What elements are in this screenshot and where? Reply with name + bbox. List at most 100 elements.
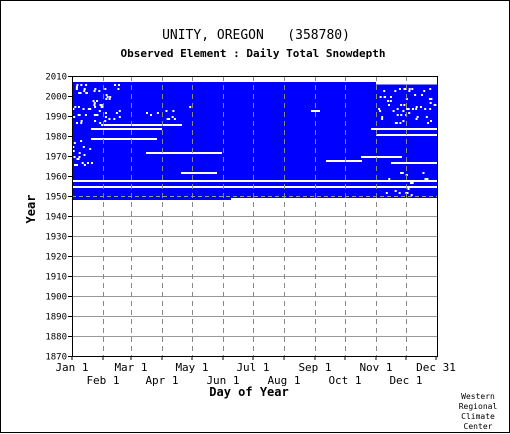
missing-day — [414, 94, 417, 96]
plot-border — [72, 76, 438, 357]
y-tick-label: 1950 — [45, 193, 67, 203]
credit-line: Center — [464, 422, 493, 431]
missing-day — [82, 108, 85, 110]
missing-day — [425, 180, 428, 182]
x-tick-label: Jun 1 — [206, 374, 239, 387]
missing-day — [89, 148, 92, 150]
missing-day — [403, 104, 406, 106]
x-tick-label: May 1 — [175, 361, 208, 374]
missing-day — [117, 88, 120, 90]
missing-day — [92, 100, 95, 102]
y-tick-label: 1990 — [45, 113, 67, 123]
missing-day — [85, 92, 88, 94]
x-tick-label: Jan 1 — [55, 361, 88, 374]
missing-day — [387, 186, 390, 188]
missing-day — [104, 120, 107, 122]
missing-day — [118, 110, 121, 112]
missing-day — [399, 186, 402, 188]
missing-day — [94, 106, 97, 108]
missing-day — [108, 118, 111, 120]
missing-day — [419, 106, 422, 108]
y-tick-label: 1880 — [45, 333, 67, 343]
missing-day — [72, 108, 75, 110]
missing-day — [79, 92, 82, 94]
missing-day — [401, 172, 404, 174]
no-data-trim — [231, 198, 437, 201]
missing-day — [87, 108, 90, 110]
missing-day — [381, 116, 384, 118]
credit-line: Climate — [461, 412, 495, 421]
missing-day — [80, 122, 83, 124]
missing-day — [429, 88, 432, 90]
missing-data-gap — [326, 160, 362, 162]
missing-day — [77, 158, 80, 160]
missing-day — [96, 114, 99, 116]
missing-day — [398, 192, 401, 194]
missing-day — [72, 146, 75, 148]
y-tick-label: 1890 — [45, 313, 67, 323]
missing-day — [426, 178, 429, 180]
missing-day — [411, 108, 414, 110]
missing-day — [80, 120, 83, 122]
missing-day — [80, 84, 83, 86]
missing-day — [408, 90, 411, 92]
missing-day — [394, 190, 397, 192]
x-tick-label: Jul 1 — [236, 361, 269, 374]
missing-day — [94, 120, 97, 122]
missing-day — [115, 112, 118, 114]
missing-day — [98, 110, 101, 112]
missing-day — [422, 172, 425, 174]
missing-day — [83, 164, 86, 166]
missing-day — [411, 88, 414, 90]
missing-data-gap — [371, 128, 437, 130]
missing-day — [93, 90, 96, 92]
missing-day — [166, 118, 169, 120]
missing-day — [76, 122, 79, 124]
missing-day — [392, 110, 395, 112]
x-axis-label: Day of Year — [209, 385, 288, 399]
missing-data-gap — [391, 162, 437, 164]
missing-day — [78, 114, 81, 116]
missing-day — [84, 114, 87, 116]
missing-day — [73, 116, 76, 118]
x-tick-label: Feb 1 — [86, 374, 119, 387]
y-axis-label: Year — [24, 195, 38, 224]
missing-day — [76, 158, 79, 160]
missing-day — [433, 104, 436, 106]
missing-day — [396, 180, 399, 182]
y-tick-label: 1970 — [45, 153, 67, 163]
missing-day — [81, 162, 84, 164]
missing-day — [104, 112, 107, 114]
missing-day — [425, 116, 428, 118]
y-tick-label: 1980 — [45, 133, 67, 143]
missing-day — [430, 98, 433, 100]
missing-day — [83, 90, 86, 92]
x-tick-label: Dec 1 — [389, 374, 422, 387]
missing-day — [109, 96, 112, 98]
x-tick-label: Sep 1 — [298, 361, 331, 374]
missing-day — [388, 178, 391, 180]
missing-data-gap — [361, 156, 402, 158]
missing-day — [378, 108, 381, 110]
missing-day — [78, 92, 81, 94]
missing-day — [415, 118, 418, 120]
missing-day — [77, 114, 80, 116]
missing-day — [430, 120, 433, 122]
x-tick-label: Aug 1 — [267, 374, 300, 387]
y-tick-label: 2000 — [45, 93, 67, 103]
missing-day — [429, 186, 432, 188]
x-tick-label: Oct 1 — [328, 374, 361, 387]
missing-day — [410, 182, 413, 184]
missing-day — [423, 90, 426, 92]
missing-day — [100, 104, 103, 106]
y-tick-label: 1900 — [45, 293, 67, 303]
missing-day — [407, 108, 410, 110]
missing-day — [429, 108, 432, 110]
missing-day — [86, 162, 89, 164]
chart-title: UNITY, OREGON (358780) — [162, 28, 350, 43]
missing-data-gap — [181, 172, 217, 174]
chart-subtitle: Observed Element : Daily Total Snowdepth — [121, 47, 386, 60]
credit-line: Regional — [459, 402, 498, 411]
